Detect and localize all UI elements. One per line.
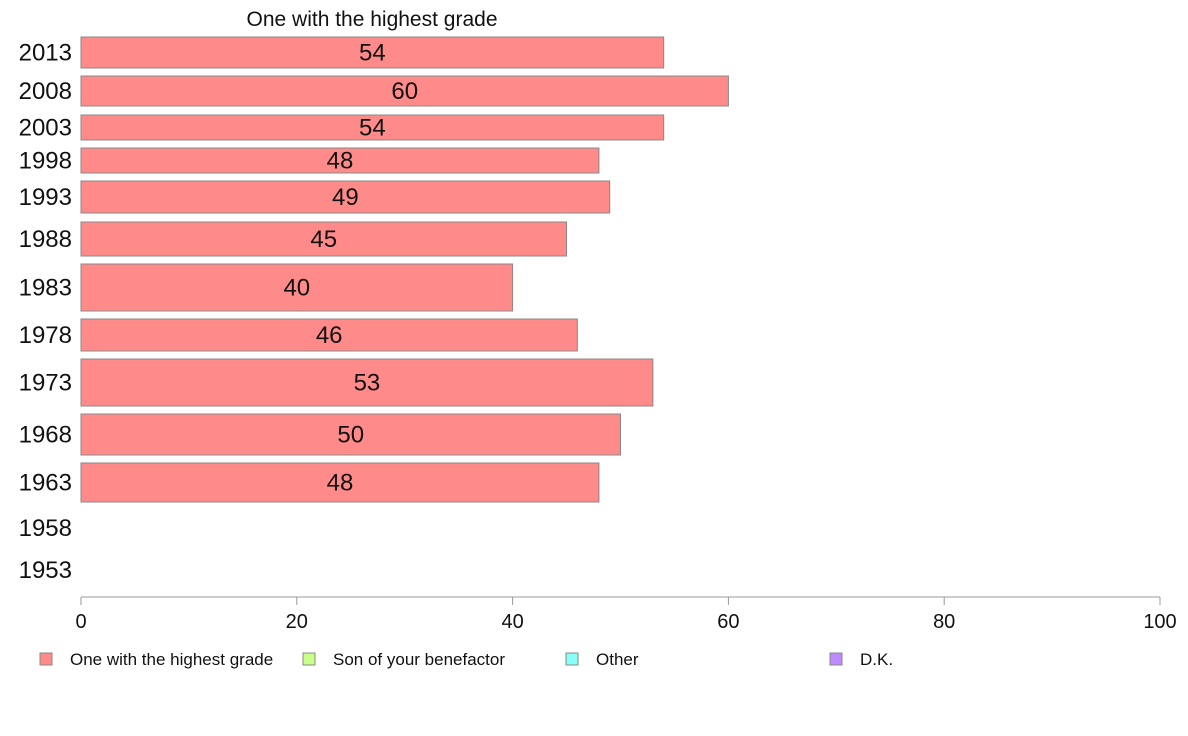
y-tick-label: 1998 — [19, 148, 72, 175]
x-tick-label: 80 — [933, 611, 955, 633]
y-tick-label: 2003 — [19, 115, 72, 142]
x-tick-label: 0 — [75, 611, 86, 633]
y-axis-labels: 2013 2008 2003 1998 1993 1988 1983 1978 1973 1968… — [19, 40, 72, 585]
y-tick-label: 1963 — [19, 470, 72, 497]
bar — [80, 147, 600, 174]
y-tick-label: 1968 — [19, 422, 72, 449]
bar-value-label: 54 — [359, 40, 386, 67]
x-tick-label: 100 — [1143, 611, 1176, 633]
legend-label: One with the highest grade — [70, 650, 273, 669]
y-tick-label: 1983 — [19, 275, 72, 302]
legend-label: Son of your benefactor — [333, 650, 505, 669]
bar-value-label: 48 — [327, 148, 354, 175]
y-tick-label: 1988 — [19, 226, 72, 253]
bar-value-label: 45 — [310, 226, 337, 253]
bar-value-label: 54 — [359, 115, 386, 142]
x-tick-label: 40 — [501, 611, 523, 633]
y-tick-label: 2008 — [19, 78, 72, 105]
bar-value-label: 53 — [354, 370, 381, 397]
bar-value-label: 50 — [337, 422, 364, 449]
y-tick-label: 1993 — [19, 184, 72, 211]
bar — [80, 318, 578, 352]
bar — [80, 36, 665, 69]
bar — [80, 263, 514, 312]
legend: One with the highest grade Son of your be… — [39, 650, 893, 669]
legend-swatch — [829, 652, 843, 666]
y-tick-label: 1958 — [19, 515, 72, 542]
bar-value-label: 49 — [332, 184, 359, 211]
x-tick-label: 60 — [717, 611, 739, 633]
legend-swatch — [39, 652, 53, 666]
legend-label: Other — [596, 650, 639, 669]
bar — [80, 413, 621, 456]
bar — [80, 221, 568, 257]
x-axis: 0 20 40 60 80 100 — [75, 596, 1177, 633]
legend-swatch — [565, 652, 579, 666]
bar-value-label: 46 — [316, 322, 343, 349]
bar — [80, 180, 611, 214]
y-tick-label: 1978 — [19, 322, 72, 349]
bar-value-label: 48 — [327, 470, 354, 497]
y-tick-label: 1973 — [19, 370, 72, 397]
legend-swatch — [302, 652, 316, 666]
bar — [80, 358, 654, 407]
y-tick-label: 2013 — [19, 40, 72, 67]
chart-title: One with the highest grade — [247, 8, 498, 31]
bar-value-label: 60 — [391, 78, 418, 105]
y-tick-label: 1953 — [19, 557, 72, 584]
legend-label: D.K. — [860, 650, 893, 669]
bar — [80, 462, 600, 503]
bar — [80, 114, 665, 141]
bar-value-label: 40 — [283, 275, 310, 302]
x-tick-label: 20 — [286, 611, 308, 633]
bar — [80, 75, 729, 107]
